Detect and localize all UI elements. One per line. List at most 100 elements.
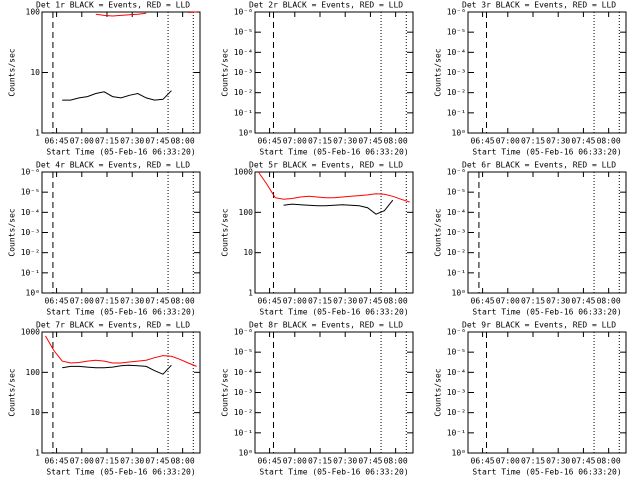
- x-tick-label: 07:45: [358, 297, 382, 306]
- x-axis-label: Start Time (05-Feb-16 06:33:20): [46, 308, 195, 317]
- x-tick-label: 08:00: [384, 137, 408, 146]
- x-tick-label: 06:45: [258, 457, 282, 466]
- x-tick-label: 06:45: [45, 457, 69, 466]
- x-tick-label: 08:00: [384, 297, 408, 306]
- y-tick-label: 10⁻¹: [234, 428, 253, 437]
- x-tick-label: 07:15: [308, 297, 332, 306]
- x-tick-label: 07:15: [95, 297, 119, 306]
- y-tick-label: 10⁻²: [447, 248, 466, 257]
- x-tick-label: 07:15: [521, 297, 545, 306]
- y-tick-label: 1000: [234, 168, 253, 177]
- series-line: [257, 171, 410, 203]
- y-tick-label: 10⁻⁴: [21, 208, 40, 217]
- x-tick-label: 06:45: [471, 137, 495, 146]
- x-tick-label: 07:45: [145, 457, 169, 466]
- x-tick-label: 07:15: [308, 137, 332, 146]
- x-tick-label: 07:30: [546, 297, 570, 306]
- y-tick-label: 10⁰: [452, 449, 466, 458]
- x-axis-label: Start Time (05-Feb-16 06:33:20): [46, 148, 195, 157]
- x-tick-label: 07:00: [283, 137, 307, 146]
- x-tick-label: 07:15: [521, 137, 545, 146]
- y-tick-label: 10⁻⁵: [21, 188, 40, 197]
- y-tick-label: 10⁻⁴: [234, 48, 253, 57]
- x-tick-label: 07:00: [496, 297, 520, 306]
- x-tick-label: 07:00: [70, 137, 94, 146]
- x-tick-label: 07:00: [283, 457, 307, 466]
- chart-title: Det 2r BLACK = Events, RED = LLD: [249, 1, 403, 10]
- y-tick-label: 10⁻⁴: [447, 368, 466, 377]
- x-tick-label: 07:45: [571, 137, 595, 146]
- x-tick-label: 07:45: [145, 297, 169, 306]
- y-tick-label: 100: [26, 8, 41, 17]
- x-tick-label: 07:45: [571, 297, 595, 306]
- y-axis-label: Counts/sec: [434, 48, 443, 96]
- x-tick-label: 08:00: [597, 297, 621, 306]
- y-tick-label: 10⁻⁶: [234, 8, 253, 17]
- x-tick-label: 07:00: [496, 457, 520, 466]
- y-tick-label: 10⁻⁵: [234, 28, 253, 37]
- series-line: [283, 199, 394, 215]
- x-tick-label: 07:30: [546, 137, 570, 146]
- x-tick-label: 07:30: [333, 457, 357, 466]
- x-tick-label: 07:15: [95, 137, 119, 146]
- series-line: [95, 11, 197, 17]
- y-axis-label: Counts/sec: [221, 208, 230, 256]
- x-tick-label: 07:45: [145, 137, 169, 146]
- y-tick-label: 10⁰: [239, 449, 253, 458]
- y-tick-label: 10⁰: [26, 289, 40, 298]
- y-tick-label: 10⁻¹: [447, 268, 466, 277]
- y-tick-label: 10⁻⁴: [447, 48, 466, 57]
- y-tick-label: 1: [248, 289, 253, 298]
- y-tick-label: 10⁻⁵: [447, 348, 466, 357]
- x-tick-label: 07:30: [333, 297, 357, 306]
- series-line: [44, 335, 197, 367]
- y-tick-label: 10: [30, 408, 40, 417]
- x-tick-label: 07:30: [546, 457, 570, 466]
- x-tick-label: 07:45: [358, 457, 382, 466]
- y-axis-label: Counts/sec: [434, 208, 443, 256]
- y-tick-label: 10⁻³: [447, 388, 466, 397]
- plot-frame: [254, 171, 414, 294]
- x-tick-label: 08:00: [171, 137, 195, 146]
- series-line: [62, 90, 172, 101]
- y-axis-label: Counts/sec: [8, 208, 17, 256]
- y-tick-label: 10⁻²: [447, 408, 466, 417]
- y-tick-label: 10: [30, 68, 40, 77]
- y-tick-label: 10⁻⁴: [234, 368, 253, 377]
- y-tick-label: 10⁻¹: [234, 108, 253, 117]
- x-tick-label: 07:15: [95, 457, 119, 466]
- x-tick-label: 08:00: [597, 457, 621, 466]
- y-axis-label: Counts/sec: [8, 48, 17, 96]
- y-tick-label: 10⁻²: [234, 408, 253, 417]
- y-tick-label: 10⁻¹: [21, 268, 40, 277]
- x-tick-label: 07:30: [120, 137, 144, 146]
- y-axis-label: Counts/sec: [221, 48, 230, 96]
- plot-frame: [41, 331, 201, 454]
- x-tick-label: 08:00: [384, 457, 408, 466]
- y-tick-label: 100: [26, 368, 41, 377]
- y-tick-label: 10⁻⁶: [234, 328, 253, 337]
- x-tick-label: 07:00: [70, 457, 94, 466]
- y-tick-label: 10⁰: [239, 129, 253, 138]
- x-axis-label: Start Time (05-Feb-16 06:33:20): [472, 308, 621, 317]
- x-axis-label: Start Time (05-Feb-16 06:33:20): [472, 468, 621, 477]
- x-tick-label: 06:45: [258, 137, 282, 146]
- x-tick-label: 06:45: [45, 297, 69, 306]
- y-tick-label: 10⁻¹: [447, 108, 466, 117]
- x-tick-label: 07:00: [496, 137, 520, 146]
- y-tick-label: 10⁻²: [447, 88, 466, 97]
- x-axis-label: Start Time (05-Feb-16 06:33:20): [259, 148, 408, 157]
- y-tick-label: 10⁻³: [447, 228, 466, 237]
- y-tick-label: 10: [243, 248, 253, 257]
- x-tick-label: 07:45: [571, 457, 595, 466]
- y-tick-label: 10⁻²: [21, 248, 40, 257]
- x-tick-label: 07:00: [283, 297, 307, 306]
- chart-title: Det 8r BLACK = Events, RED = LLD: [249, 321, 403, 330]
- x-axis-label: Start Time (05-Feb-16 06:33:20): [472, 148, 621, 157]
- x-tick-label: 07:45: [358, 137, 382, 146]
- y-tick-label: 100: [239, 208, 254, 217]
- chart-title: Det 4r BLACK = Events, RED = LLD: [36, 161, 190, 170]
